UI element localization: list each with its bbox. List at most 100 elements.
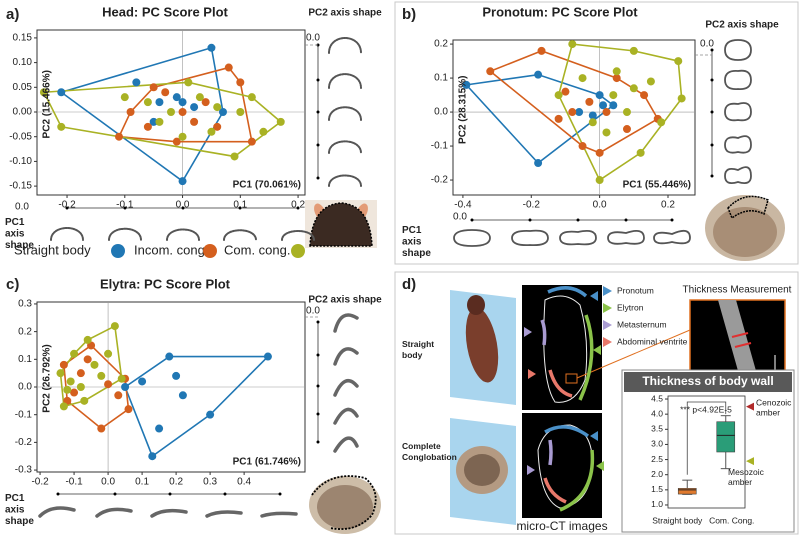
point — [57, 122, 66, 131]
y-tick-label: 0.0 — [18, 382, 32, 393]
shape-axis-dot — [670, 218, 674, 222]
shape-axis-dot — [181, 206, 185, 210]
chart-title: Thickness of body wall — [642, 374, 773, 388]
point — [59, 360, 68, 369]
point — [554, 91, 563, 100]
shape-outline — [328, 106, 362, 121]
x-axis-label: PC1 (70.061%) — [233, 180, 301, 191]
y-tick-label: -0.1 — [15, 409, 33, 420]
shape-outline — [724, 135, 752, 154]
point — [602, 108, 611, 117]
point — [59, 402, 68, 411]
point — [178, 98, 187, 107]
shape-axis-dot — [316, 440, 320, 444]
legend-swatch — [111, 244, 125, 258]
shape-axis-dot — [56, 492, 60, 496]
shape-outline — [108, 227, 142, 241]
x-tick-label: -0.1 — [116, 200, 134, 211]
shape-outline — [328, 37, 362, 54]
y-tick-label: 4.5 — [651, 393, 663, 403]
shape-outline — [205, 510, 243, 518]
point — [674, 57, 683, 66]
point — [224, 63, 233, 72]
x-tick-label: -0.2 — [523, 200, 541, 211]
y-tick-label: 0.00 — [13, 107, 33, 118]
panel-frame — [394, 271, 799, 535]
point — [554, 114, 563, 123]
shape-outline — [653, 229, 691, 245]
y-tick-label: 0.2 — [434, 39, 448, 50]
point — [259, 127, 268, 136]
shape-axis-dot — [168, 492, 172, 496]
legend-swatch — [603, 303, 612, 313]
point — [646, 77, 655, 86]
point — [83, 355, 92, 364]
point — [213, 103, 222, 112]
x-tick-label: 0.3 — [203, 477, 217, 488]
point — [534, 159, 543, 168]
point — [677, 94, 686, 103]
shape-axis-dot — [223, 492, 227, 496]
shape-axis-dot — [123, 206, 127, 210]
shape-axis-dot — [278, 492, 282, 496]
y-tick-label: 0.1 — [18, 354, 32, 365]
box — [716, 421, 736, 453]
structure-highlight — [548, 439, 553, 466]
y-axis-label: PC2 (26.792%) — [42, 344, 53, 412]
point — [190, 117, 199, 126]
pc2-shape-title: PC2 axis shape — [705, 20, 779, 31]
point — [121, 383, 130, 391]
specimen-images — [450, 285, 786, 525]
point — [578, 142, 587, 151]
structure-highlight — [540, 319, 547, 346]
shape-outline — [333, 407, 359, 425]
point — [178, 108, 187, 117]
point — [462, 80, 471, 89]
y-tick-label: -0.10 — [9, 156, 32, 167]
shape-outline — [328, 140, 362, 154]
point — [207, 43, 216, 52]
box — [677, 488, 697, 495]
point — [143, 98, 152, 107]
point — [657, 118, 666, 127]
inset-title: Thickness Measurement — [683, 285, 792, 296]
shape-axis-dot — [528, 218, 532, 222]
panel-label: d) — [402, 276, 416, 293]
x-tick-label: Straight body — [652, 515, 703, 525]
shape-outline — [50, 227, 84, 241]
shape-outline — [724, 69, 752, 90]
group-hull — [557, 43, 683, 182]
shape-outline — [95, 507, 133, 518]
shape-axis-dot — [710, 143, 714, 147]
chart-title: Pronotum: PC Score Plot — [482, 4, 638, 19]
point — [76, 383, 85, 391]
point — [575, 108, 584, 117]
structure-pointer — [596, 461, 604, 471]
point — [595, 176, 604, 185]
legend-label: Elytron — [617, 302, 644, 312]
marker-label: Mesozoic amber — [728, 467, 766, 487]
point — [263, 352, 272, 361]
x-tick-label: -0.4 — [454, 200, 472, 211]
shape-outline — [333, 436, 359, 453]
legend-label: Com. cong. — [224, 242, 290, 257]
legend-label: Pronotum — [617, 285, 654, 295]
structure-highlight — [544, 425, 590, 438]
point — [236, 108, 245, 117]
point — [636, 148, 645, 157]
point — [218, 108, 227, 117]
pc2-shape-origin: 0.0 — [700, 39, 714, 50]
group-hull — [124, 355, 270, 458]
y-tick-label: 0.1 — [434, 73, 448, 84]
point — [155, 98, 164, 107]
y-tick-label: 3.5 — [651, 424, 663, 434]
group-hull — [464, 73, 615, 165]
shape-outline — [724, 39, 752, 61]
point — [104, 380, 113, 389]
pc2-shape-title: PC2 axis shape — [308, 295, 382, 306]
point — [39, 88, 48, 97]
pc1-shape-origin: 0.0 — [15, 202, 29, 213]
shape-outline — [453, 229, 491, 247]
shape-outline — [281, 230, 315, 241]
point — [57, 88, 66, 97]
